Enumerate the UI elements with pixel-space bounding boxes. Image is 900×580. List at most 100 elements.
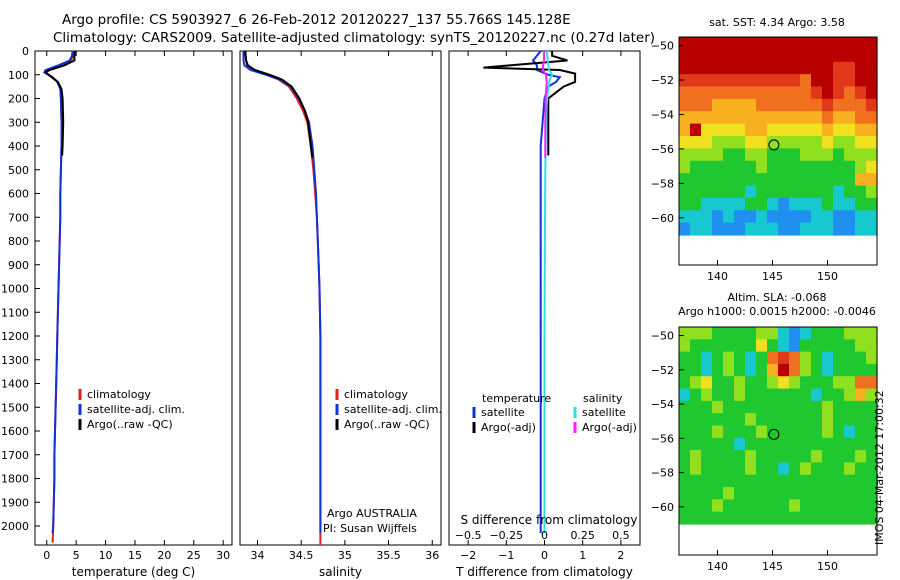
sla-map-cell (800, 437, 812, 451)
sst-map-cell (701, 86, 713, 100)
sla-map-cell (767, 499, 779, 513)
sst-map-cell (789, 148, 801, 162)
sst-map-cell (833, 123, 845, 137)
sla-map-cell (833, 363, 845, 377)
temperature-ytick-label: 800 (8, 235, 29, 248)
temperature-legend-label: Argo(..raw -QC) (87, 418, 173, 431)
sst-map-cell (690, 197, 702, 211)
sst-map-cell (767, 185, 779, 199)
sla-map-cell (822, 450, 834, 464)
sst-map-cell (701, 185, 713, 199)
sla-map-xtick-label: 150 (817, 560, 838, 573)
sla-map-cell (844, 487, 856, 500)
sla-map-cell (800, 327, 812, 340)
sla-map-cell (844, 339, 856, 353)
sla-map-cell (844, 400, 856, 414)
sla-map-cell (767, 376, 779, 390)
salinity-xtick-label: 36 (425, 549, 439, 562)
sst-map-cell (811, 86, 823, 100)
sla-map-cell (800, 351, 812, 365)
sla-map-cell (701, 450, 713, 464)
sst-map-cell (679, 37, 691, 50)
sla-map-cell (756, 339, 768, 353)
sla-map-cell (767, 437, 779, 451)
sla-map-cell (866, 437, 878, 451)
sst-map-cell (767, 148, 779, 162)
sst-map-cell (822, 136, 834, 149)
sla-map-cell (800, 499, 812, 513)
sla-map-cell (844, 511, 856, 525)
sla-map-cell (866, 363, 878, 377)
sst-map-cell (767, 160, 779, 174)
sla-map-cell (690, 363, 702, 377)
sst-map-cell (756, 111, 768, 125)
sst-map-cell (756, 86, 768, 100)
sst-map-cell (767, 61, 779, 75)
sst-map-cell (811, 210, 823, 224)
sst-map-cell (811, 173, 823, 187)
sst-map-cell (844, 74, 856, 88)
temperature-series-line (43, 50, 76, 156)
sst-map-cell (679, 160, 691, 174)
sst-map-cell (723, 61, 735, 75)
temperature-legend-label: climatology (87, 388, 151, 401)
sst-map-cell (767, 197, 779, 211)
sst-map-cell (844, 210, 856, 224)
sst-map-cell (767, 98, 779, 112)
sla-map-cell (701, 462, 713, 476)
sla-map-cell (811, 437, 823, 451)
sla-map-cell (756, 388, 768, 402)
sst-map-cell (833, 37, 845, 50)
sla-map-cell (745, 376, 757, 390)
sst-map-cell (833, 222, 845, 236)
sst-map-cell (745, 160, 757, 174)
sst-map-cell (844, 98, 856, 112)
sst-map-cell (822, 148, 834, 162)
sla-map-cell (778, 339, 790, 353)
sst-map-ytick-label: −52 (651, 74, 674, 87)
sla-map-cell (822, 327, 834, 340)
sst-map-cell (811, 185, 823, 199)
sst-map-cell (811, 61, 823, 75)
sla-map-cell (723, 425, 735, 439)
sst-map-cell (712, 123, 724, 137)
sla-map-cell (789, 425, 801, 439)
sla-map-cell (844, 425, 856, 439)
sla-map-cell (712, 413, 724, 427)
sst-map-cell (844, 86, 856, 100)
sst-map-cell (800, 210, 812, 224)
sst-map-cell (866, 148, 878, 162)
sst-map-cell (745, 37, 757, 50)
sla-map-cell (756, 425, 768, 439)
sla-map-cell (712, 363, 724, 377)
sst-map-cell (679, 185, 691, 199)
sst-map-cell (833, 86, 845, 100)
sla-map-argo-marker (768, 428, 780, 440)
sla-map-cell (811, 400, 823, 414)
sla-map-cell (789, 400, 801, 414)
sst-map-cell (734, 111, 746, 125)
sst-map-cell (723, 160, 735, 174)
sla-map-cell (844, 351, 856, 365)
difference-legend-label: Argo(-adj) (481, 421, 536, 434)
sla-map-cell (679, 437, 691, 451)
sst-map-cell (833, 74, 845, 88)
sst-map-cell (690, 222, 702, 236)
sla-map-cell (701, 363, 713, 377)
sla-map-cell (734, 437, 746, 451)
sla-map-cell (767, 511, 779, 525)
sst-map-cell (756, 123, 768, 137)
sst-map-cell (756, 160, 768, 174)
temperature-ytick-label: 0 (22, 45, 29, 58)
sla-map-cell (811, 499, 823, 513)
sla-map-cell (690, 339, 702, 353)
sla-map-cell (690, 474, 702, 488)
sla-map-cell (855, 499, 867, 513)
sla-map-cell (822, 462, 834, 476)
sla-map-cell (690, 425, 702, 439)
sla-map-cell (756, 376, 768, 390)
sst-map-cell (855, 49, 867, 63)
sst-map-cell (767, 49, 779, 63)
sst-map-cell (844, 148, 856, 162)
sla-map-cell (866, 351, 878, 365)
